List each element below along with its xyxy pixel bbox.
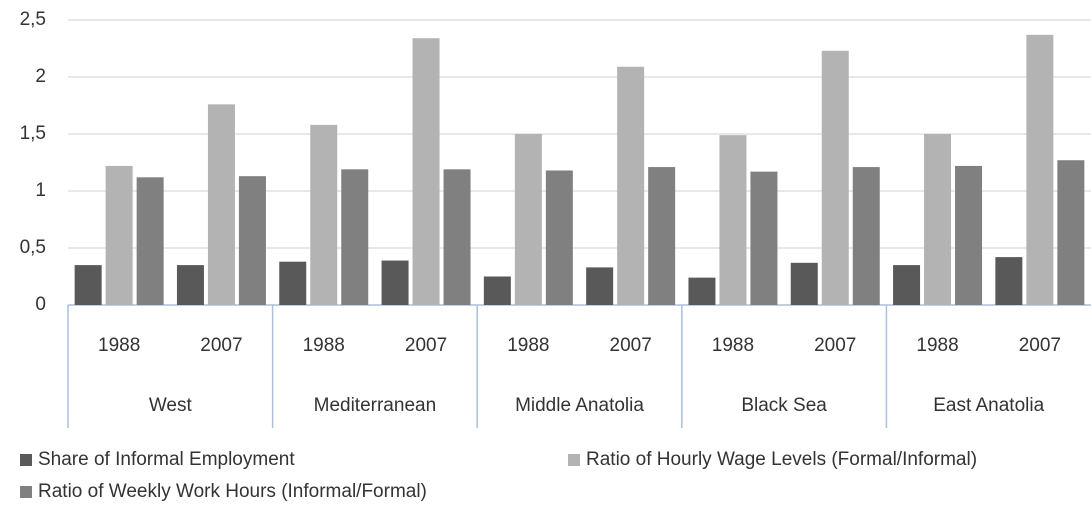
bar [719,135,747,305]
legend-label: Ratio of Weekly Work Hours (Informal/For… [38,481,427,502]
bar [790,262,818,305]
bar [1026,34,1054,305]
legend-label: Ratio of Hourly Wage Levels (Formal/Info… [586,449,977,470]
bar [648,167,676,305]
x-tick-label: 1988 [98,335,140,356]
bar [310,124,338,305]
legend-swatch [20,454,32,466]
bar [852,167,880,305]
y-tick-label: 0 [35,294,46,315]
group-label: Black Sea [741,395,827,416]
x-tick-label: 2007 [610,335,652,356]
x-tick-label: 2007 [200,335,242,356]
bar [176,265,204,305]
group-label: West [149,395,193,416]
bar [750,171,778,305]
x-tick-label: 1988 [916,335,958,356]
bar [381,260,409,305]
bar [1057,160,1085,305]
y-tick-label: 1,5 [20,123,46,144]
bar [545,170,573,305]
bar [207,104,235,305]
bar [443,169,471,305]
x-tick-label: 1988 [303,335,345,356]
bar [341,169,369,305]
legend-swatch [568,454,580,466]
bar [955,165,983,305]
x-tick-label: 2007 [814,335,856,356]
bar [238,176,266,305]
bar [924,134,952,305]
bar [514,134,542,305]
bar [105,165,133,305]
bar [74,265,102,305]
legend-label: Share of Informal Employment [38,449,295,470]
x-tick-label: 1988 [507,335,549,356]
bar [995,257,1023,305]
y-tick-label: 1 [35,180,46,201]
legend-swatch [20,486,32,498]
bar [821,50,849,305]
bar [412,38,440,306]
bar [279,261,307,305]
bar [586,267,614,305]
y-tick-label: 2,5 [20,9,46,30]
y-tick-label: 2 [35,66,46,87]
x-tick-label: 2007 [405,335,447,356]
bar [136,177,164,305]
y-tick-label: 0,5 [20,237,46,258]
group-label: Middle Anatolia [515,395,644,416]
group-label: East Anatolia [933,395,1044,416]
bar [688,277,716,305]
x-tick-label: 1988 [712,335,754,356]
bar [893,265,921,305]
bar [483,276,511,305]
group-label: Mediterranean [314,395,437,416]
bar [617,66,645,306]
x-tick-label: 2007 [1019,335,1061,356]
